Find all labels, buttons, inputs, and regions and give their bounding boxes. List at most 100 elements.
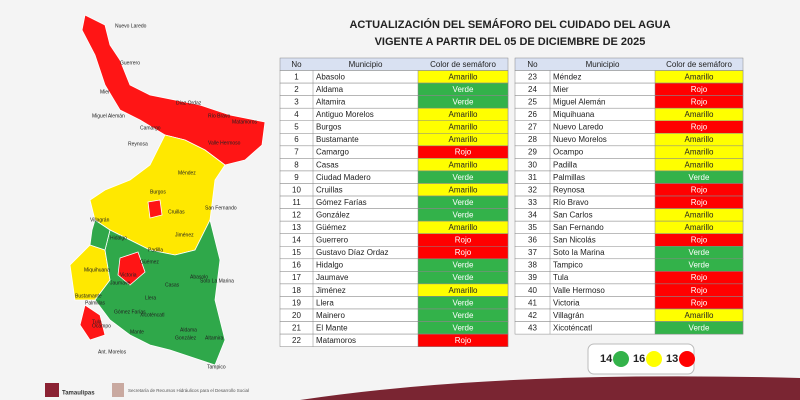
row-number: 16	[292, 261, 301, 270]
map-label: Bustamante	[75, 293, 102, 299]
map-label: Padilla	[148, 247, 163, 253]
row-number: 26	[528, 110, 537, 119]
row-number: 1	[294, 72, 299, 81]
row-number: 37	[528, 248, 537, 257]
status: Rojo	[691, 123, 708, 132]
row-number: 3	[294, 98, 299, 107]
status: Amarillo	[685, 223, 714, 232]
municipio: Antiguo Morelos	[316, 110, 374, 119]
summary-count: 16	[633, 353, 645, 365]
municipio: Altamira	[316, 98, 346, 107]
map-label: Güémez	[140, 259, 159, 265]
municipio: Miguel Alemán	[553, 98, 605, 107]
status: Rojo	[455, 336, 472, 345]
row-number: 36	[528, 236, 537, 245]
status: Amarillo	[449, 160, 478, 169]
row-number: 43	[528, 323, 537, 332]
table-header: No	[291, 60, 302, 69]
status: Amarillo	[685, 210, 714, 219]
row-number: 2	[294, 85, 299, 94]
map-label: González	[175, 335, 197, 341]
table-header: No	[527, 60, 538, 69]
row-number: 39	[528, 273, 537, 282]
map-label: Mante	[130, 329, 144, 335]
municipio: Güémez	[316, 223, 346, 232]
map-label: Jiménez	[175, 232, 194, 238]
municipio: Matamoros	[316, 336, 356, 345]
row-number: 33	[528, 198, 537, 207]
map-label: Palmillas	[85, 300, 106, 306]
municipio: Ocampo	[553, 148, 584, 157]
municipio: Mainero	[316, 311, 345, 320]
tables: No Municipio Color de semáforo 1 Abasolo Amar…	[279, 57, 744, 347]
status-cell	[417, 333, 509, 347]
status: Verde	[453, 173, 474, 182]
map-label: Llera	[145, 295, 156, 301]
row-number: 8	[294, 160, 299, 169]
municipio: Mier	[553, 85, 569, 94]
summary-count: 14	[600, 353, 613, 365]
map-label: Casas	[165, 282, 180, 288]
status: Rojo	[691, 286, 708, 295]
row-number: 41	[528, 298, 537, 307]
row-number: 7	[294, 148, 299, 157]
municipio: Ciudad Madero	[316, 173, 371, 182]
status: Amarillo	[449, 286, 478, 295]
map-label: Soto La Marina	[200, 278, 234, 284]
map-label: Díaz Ordaz	[176, 100, 202, 106]
municipio: Tampico	[553, 261, 583, 270]
status: Amarillo	[449, 110, 478, 119]
status: Rojo	[691, 185, 708, 194]
map-region	[147, 199, 163, 219]
status: Verde	[689, 261, 710, 270]
summary-dot	[679, 351, 695, 367]
status: Verde	[453, 85, 474, 94]
status: Amarillo	[685, 135, 714, 144]
municipio: Jaumave	[316, 273, 349, 282]
row-number: 12	[292, 210, 301, 219]
municipio: Soto la Marina	[553, 248, 605, 257]
row-number: 29	[528, 148, 537, 157]
municipio: Hidalgo	[316, 261, 344, 270]
map	[69, 14, 266, 366]
row-number: 15	[292, 248, 301, 257]
row-number: 10	[292, 185, 301, 194]
status: Verde	[453, 198, 474, 207]
map-label: Hidalgo	[110, 235, 127, 241]
status: Verde	[689, 248, 710, 257]
status: Verde	[453, 261, 474, 270]
status: Amarillo	[449, 185, 478, 194]
map-label: Abasolo	[190, 274, 208, 280]
logo-text: Tamaulipas	[62, 391, 95, 397]
status: Rojo	[455, 236, 472, 245]
map-label: Reynosa	[128, 141, 148, 147]
map-label: Miquihuana	[84, 267, 110, 273]
summary: 14 16 13	[600, 351, 695, 367]
row-number: 18	[292, 286, 301, 295]
summary-dot	[646, 351, 662, 367]
map-label: Ocampo	[92, 323, 111, 329]
map-label: Río Bravo	[208, 113, 230, 119]
row-number: 31	[528, 173, 537, 182]
status: Amarillo	[685, 148, 714, 157]
row-number: 32	[528, 185, 537, 194]
status: Verde	[453, 323, 474, 332]
status: Verde	[453, 210, 474, 219]
municipio: Padilla	[553, 160, 578, 169]
row-number: 4	[294, 110, 299, 119]
row-number: 42	[528, 311, 537, 320]
status-cell	[654, 321, 744, 335]
table-header: Municipio	[349, 60, 383, 69]
row-number: 35	[528, 223, 537, 232]
row-number: 20	[292, 311, 301, 320]
summary-dot	[613, 351, 629, 367]
municipio: Gómez Farías	[316, 198, 367, 207]
map-region	[89, 219, 111, 251]
map-label: Ant. Morelos	[98, 349, 127, 355]
status: Rojo	[691, 98, 708, 107]
municipio: Gustavo Díaz Ordaz	[316, 248, 388, 257]
municipio: Burgos	[316, 123, 341, 132]
map-label: Mier	[100, 89, 110, 95]
row-number: 40	[528, 286, 537, 295]
municipio: Valle Hermoso	[553, 286, 605, 295]
